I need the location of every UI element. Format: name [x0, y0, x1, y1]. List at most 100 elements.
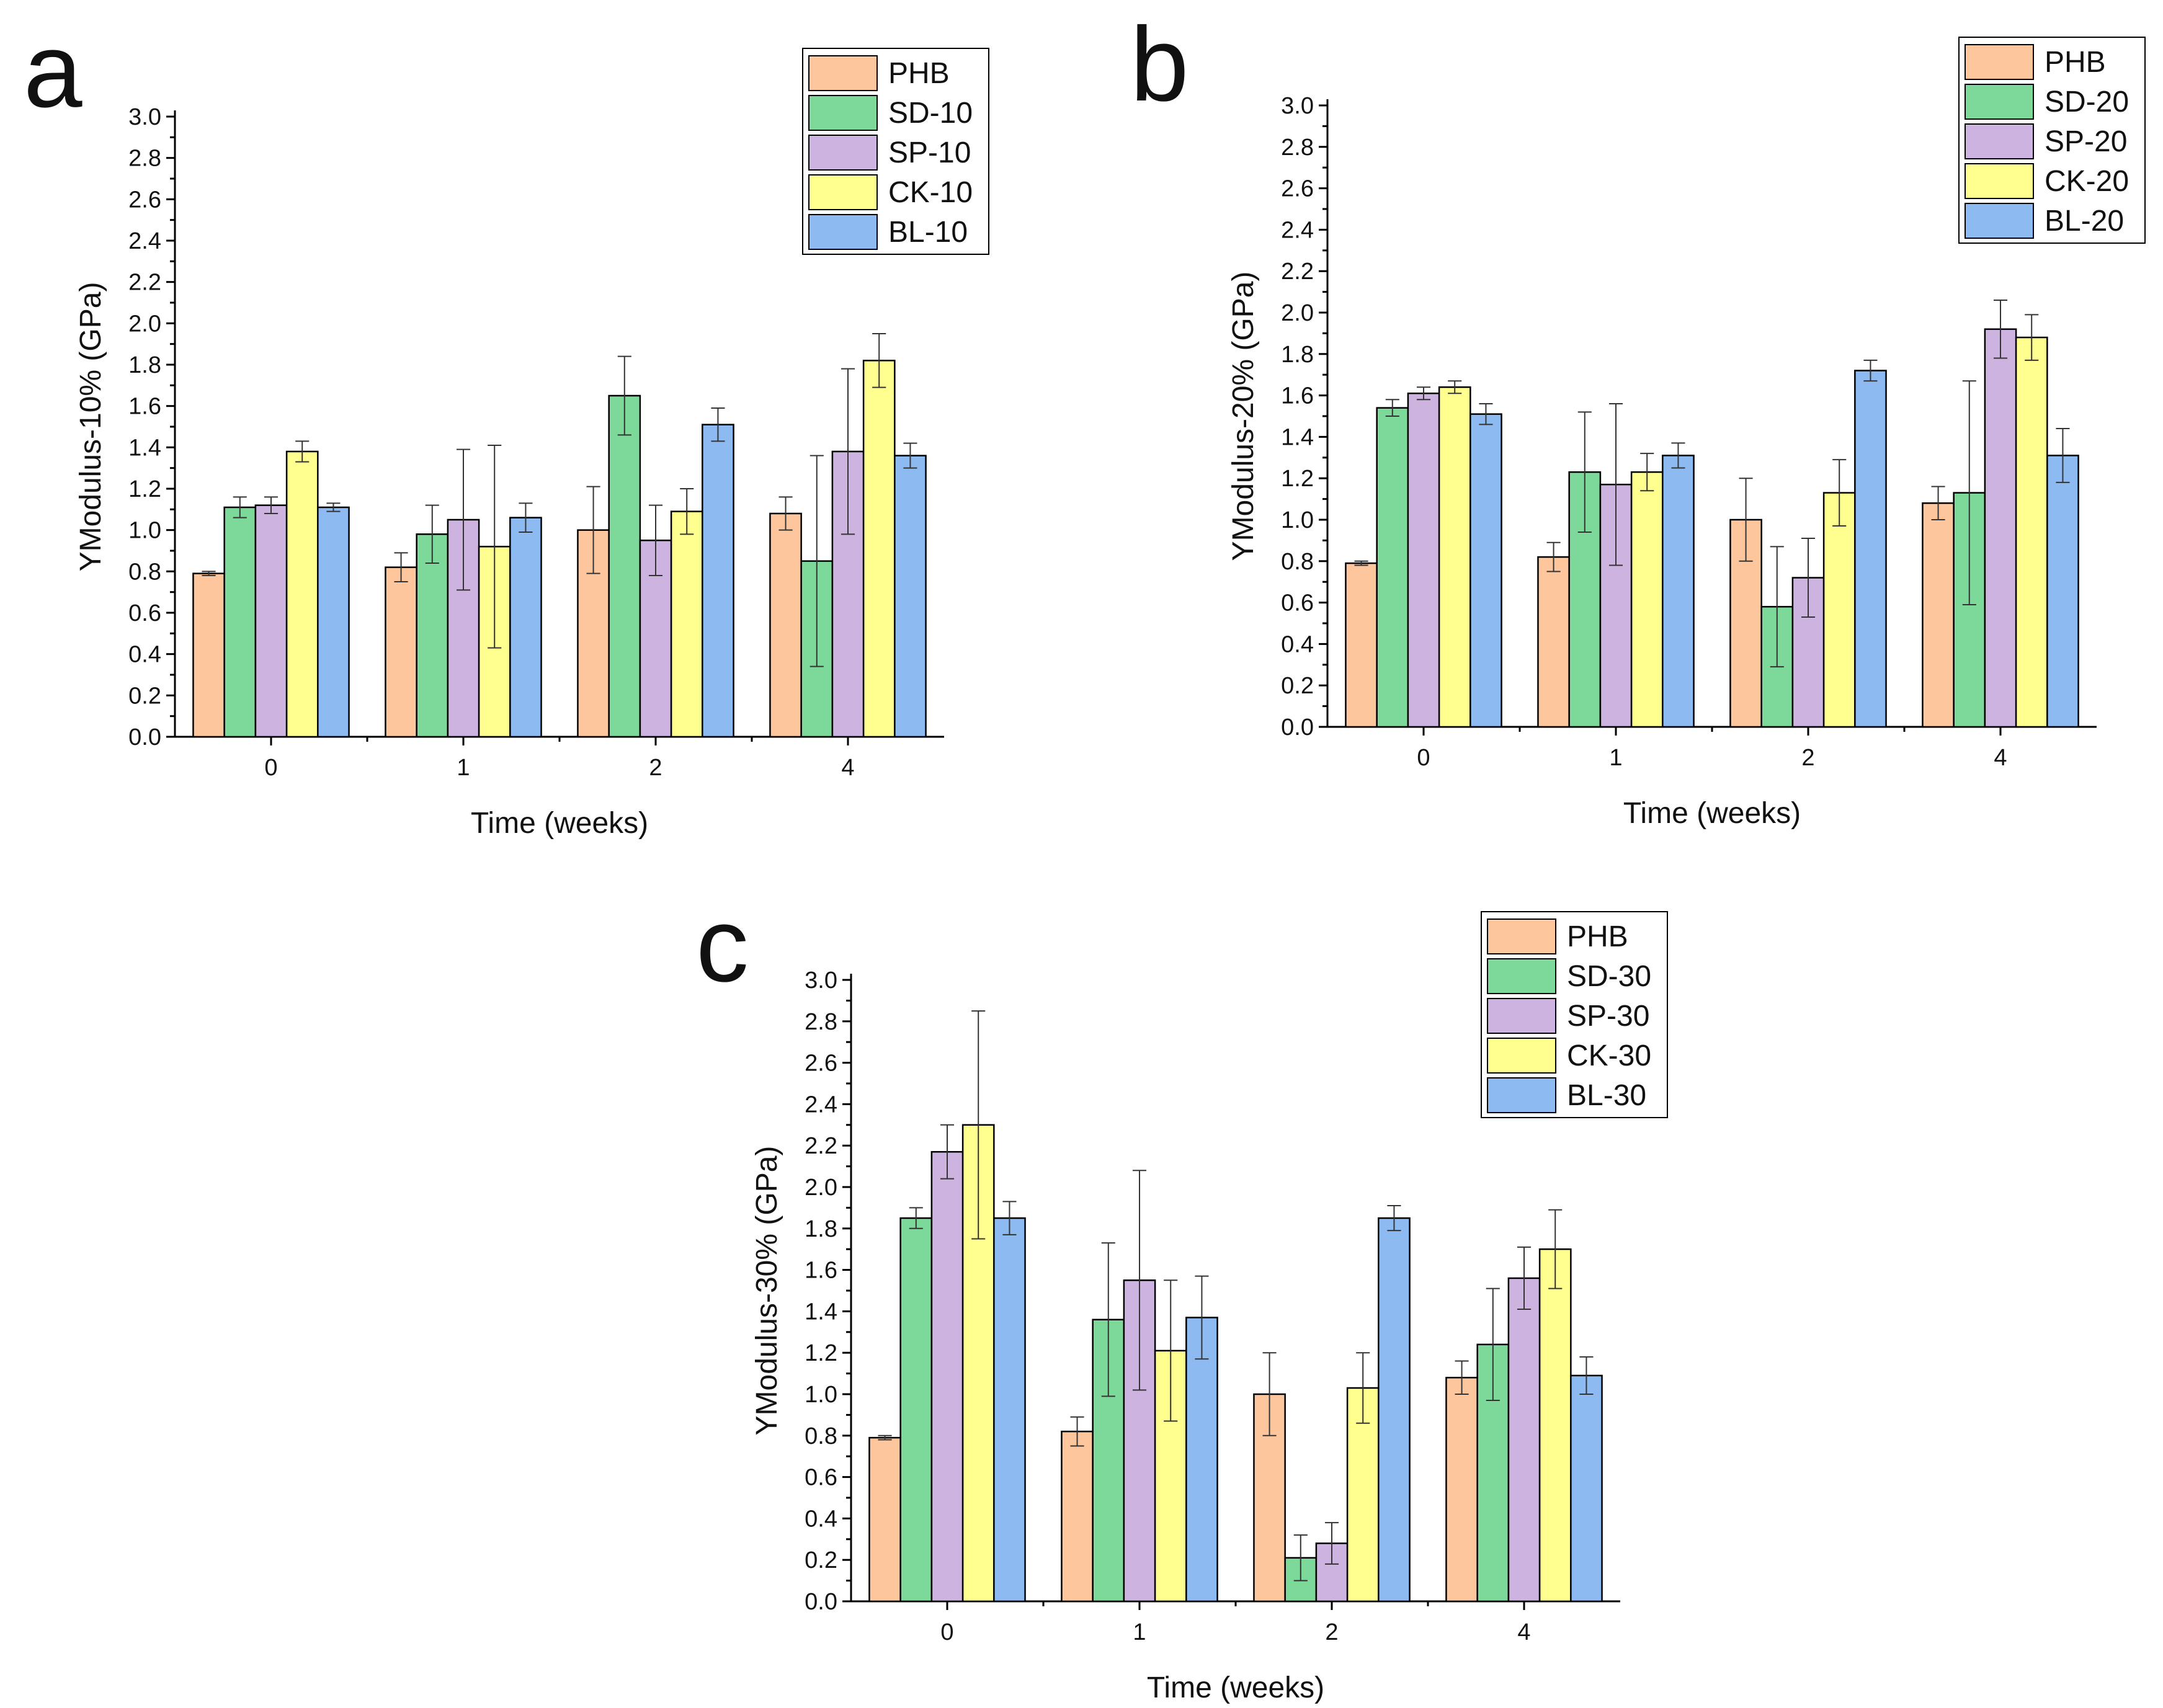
- legend-swatch-sp-10: [808, 135, 878, 171]
- legend: PHB SD-30 SP-30 CK-30 BL-30: [1481, 911, 1668, 1118]
- error-bar-sp-20-week-0: [1416, 386, 1431, 401]
- legend-swatch-sd-30: [1487, 958, 1556, 994]
- y-tick-label: 0.2: [805, 1547, 837, 1573]
- y-tick-label: 1.2: [1281, 466, 1314, 492]
- y-tick-label: 1.8: [1281, 342, 1314, 368]
- error-bar-sd-10-week-1: [425, 504, 439, 564]
- y-tick-label: 1.2: [805, 1340, 837, 1366]
- y-tick-label: 3.0: [1281, 93, 1314, 119]
- y-tick-label: 3.0: [128, 104, 161, 130]
- error-bar-bl-20-week-4: [2056, 428, 2070, 483]
- y-tick-label: 1.8: [128, 352, 161, 378]
- x-tick-label: 0: [1417, 745, 1430, 771]
- y-tick-label: 0.2: [1281, 673, 1314, 699]
- bar-sp-30-week-0: [930, 1150, 964, 1603]
- error-bar-ck-30-week-2: [1356, 1352, 1370, 1424]
- error-bar-bl-30-week-2: [1387, 1205, 1401, 1232]
- panel-letter: b: [1130, 6, 1189, 123]
- bar-ck-10-week-0: [285, 450, 319, 738]
- y-tick-label: 0.6: [1281, 590, 1314, 616]
- error-bar-bl-30-week-4: [1579, 1356, 1594, 1395]
- error-bar-sd-10-week-2: [617, 355, 631, 436]
- error-bar-sp-10-week-1: [456, 448, 471, 591]
- error-bar-sp-30-week-0: [940, 1124, 955, 1180]
- error-bar-bl-10-week-2: [711, 407, 725, 442]
- bar-bl-10-week-2: [702, 424, 734, 738]
- y-tick-label: 0.4: [1281, 631, 1314, 657]
- error-bar-sd-20-week-1: [1577, 411, 1592, 533]
- legend: PHB SD-10 SP-10 CK-10 BL-10: [802, 48, 989, 255]
- legend: PHB SD-20 SP-20 CK-20 BL-20: [1958, 37, 2146, 244]
- error-bar-bl-20-week-2: [1863, 359, 1878, 382]
- error-bar-sp-10-week-2: [648, 504, 663, 576]
- bar-bl-20-week-0: [1470, 413, 1502, 728]
- y-tick-label: 1.0: [805, 1382, 837, 1408]
- y-tick-label: 2.4: [805, 1092, 837, 1118]
- bar-bl-30-week-4: [1570, 1374, 1603, 1603]
- bar-sd-30-week-0: [899, 1217, 933, 1603]
- error-bar-sp-30-week-1: [1132, 1170, 1147, 1391]
- y-axis-title: YModulus-20% (GPa): [1227, 272, 1260, 561]
- bar-phb-week-0: [1345, 562, 1378, 728]
- y-axis-title: YModulus-10% (GPa): [74, 282, 107, 572]
- y-tick-label: 1.0: [1281, 507, 1314, 533]
- error-bar-bl-10-week-0: [326, 502, 341, 512]
- y-tick-label: 2.8: [1281, 135, 1314, 161]
- legend-swatch-sp-30: [1487, 998, 1556, 1034]
- error-bar-bl-10-week-1: [519, 502, 533, 533]
- x-tick-label: 1: [457, 755, 470, 781]
- y-tick-label: 1.0: [128, 518, 161, 544]
- bar-phb-week-0: [192, 572, 225, 738]
- y-tick-label: 0.0: [805, 1589, 837, 1615]
- y-tick-label: 0.8: [805, 1423, 837, 1449]
- error-bar-phb-week-2: [586, 486, 600, 574]
- x-tick-label: 1: [1133, 1619, 1146, 1645]
- error-bar-ck-10-week-1: [488, 445, 502, 649]
- chart-panel-c: c 0.0 0.2 0.4 0.6 0.8 1.0 1.2 1.4 1.6 1.8 2.0 2.2 2.4…: [696, 886, 1668, 1704]
- error-bar-sp-20-week-2: [1801, 538, 1816, 618]
- error-bar-sd-30-week-1: [1101, 1242, 1115, 1397]
- error-bar-sp-10-week-4: [841, 368, 855, 535]
- error-bar-sd-20-week-2: [1770, 546, 1784, 668]
- bar-sp-20-week-0: [1407, 393, 1440, 728]
- error-bar-ck-20-week-4: [2025, 314, 2039, 361]
- bar-ck-10-week-2: [670, 510, 703, 738]
- error-bar-phb-week-0: [202, 571, 216, 576]
- y-tick-label: 1.6: [128, 394, 161, 420]
- x-axis-title: Time (weeks): [1623, 797, 1801, 830]
- error-bar-bl-30-week-0: [1002, 1201, 1017, 1235]
- y-tick-label: 1.4: [128, 435, 161, 461]
- legend-label: PHB: [888, 57, 950, 90]
- error-bar-phb-week-0: [1354, 560, 1368, 566]
- y-tick-label: 0.0: [1281, 714, 1314, 741]
- y-tick-label: 1.4: [1281, 424, 1314, 450]
- bar-sd-10-week-0: [223, 506, 257, 738]
- y-tick-label: 2.0: [128, 311, 161, 337]
- legend-swatch-bl-10: [808, 214, 878, 250]
- bar-ck-20-week-2: [1822, 492, 1856, 728]
- y-axis-title: YModulus-30% (GPa): [751, 1146, 783, 1436]
- legend-swatch-bl-20: [1965, 203, 2034, 239]
- legend-label: PHB: [2045, 46, 2106, 79]
- bar-phb-week-1: [1537, 556, 1570, 728]
- error-bar-phb-week-1: [1546, 541, 1561, 572]
- legend-label: BL-30: [1567, 1079, 1646, 1112]
- legend-swatch-sd-10: [808, 95, 878, 131]
- error-bar-phb-week-2: [1262, 1352, 1277, 1436]
- error-bar-sd-30-week-0: [909, 1207, 923, 1229]
- bar-bl-20-week-2: [1854, 370, 1887, 728]
- bar-sp-10-week-0: [254, 504, 288, 738]
- bar-phb-week-1: [1061, 1430, 1094, 1603]
- bar-bl-10-week-0: [317, 506, 350, 738]
- legend-swatch-ck-30: [1487, 1038, 1556, 1074]
- error-bar-ck-10-week-4: [872, 333, 886, 388]
- error-bar-bl-30-week-1: [1195, 1275, 1209, 1360]
- y-tick-label: 0.6: [805, 1465, 837, 1491]
- bar-bl-30-week-0: [993, 1217, 1026, 1603]
- y-tick-label: 3.0: [805, 967, 837, 994]
- y-tick-label: 1.6: [805, 1258, 837, 1284]
- error-bar-sp-20-week-1: [1608, 403, 1623, 566]
- bar-ck-20-week-1: [1630, 471, 1664, 728]
- legend-label: SP-20: [2045, 125, 2127, 158]
- y-tick-label: 0.0: [128, 724, 161, 750]
